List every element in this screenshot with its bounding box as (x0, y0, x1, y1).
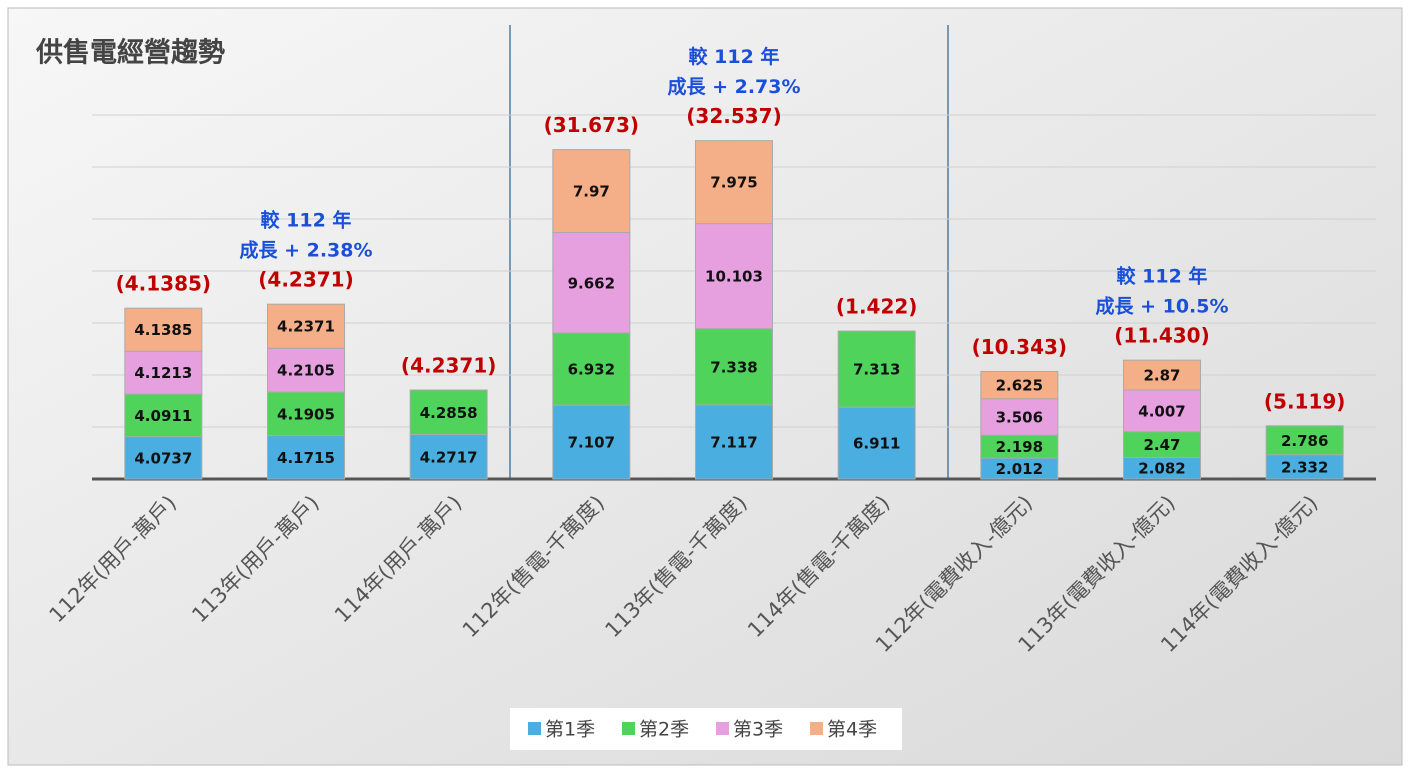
total-label: (4.2371) (258, 268, 353, 292)
total-label: (10.343) (972, 335, 1067, 359)
legend-box (510, 708, 902, 750)
data-label: 4.1385 (134, 321, 192, 339)
total-label: (1.422) (836, 295, 918, 319)
bar-segment (695, 223, 773, 330)
total-label: (4.1385) (116, 272, 211, 296)
data-label: 7.117 (710, 433, 757, 451)
growth-label: 較 112 年 (1117, 265, 1208, 288)
bar-segment (695, 140, 773, 225)
bar-segment (695, 328, 773, 406)
data-label: 7.313 (853, 361, 900, 379)
data-label: 4.2858 (420, 404, 478, 422)
data-label: 7.975 (710, 174, 757, 192)
chart-title: 供售電經營趨勢 (35, 37, 225, 69)
data-label: 7.97 (573, 183, 610, 201)
data-label: 4.007 (1138, 402, 1185, 420)
total-label: (31.673) (544, 113, 639, 137)
growth-label: 成長 + 2.73% (667, 75, 800, 98)
bar-segment (267, 391, 345, 437)
bar-segment (124, 307, 203, 352)
data-label: 4.1715 (277, 449, 335, 467)
total-label: (11.430) (1114, 324, 1209, 348)
bar-segment (1265, 454, 1344, 480)
bar-segment (409, 389, 488, 436)
bar-segment (552, 149, 631, 234)
bar-segment (267, 303, 345, 349)
growth-label: 較 112 年 (261, 209, 352, 232)
total-label: (32.537) (686, 104, 781, 128)
legend: 第1季 第2季 第3季 第4季 (528, 719, 877, 741)
growth-label: 較 112 年 (689, 45, 780, 68)
bar-segment (409, 434, 488, 480)
data-label: 2.625 (996, 377, 1043, 395)
legend-swatch (528, 722, 541, 735)
data-label: 7.107 (568, 434, 615, 452)
data-label: 6.911 (853, 435, 900, 453)
data-label: 4.1905 (277, 405, 335, 423)
data-label: 3.506 (996, 408, 1043, 426)
bar-segment (552, 332, 631, 406)
data-label: 4.0737 (134, 449, 192, 467)
total-label: (4.2371) (401, 354, 496, 378)
legend-swatch (622, 722, 635, 735)
data-label: 4.2371 (277, 318, 335, 336)
data-label: 7.338 (710, 358, 757, 376)
legend-label: 第2季 (639, 719, 689, 741)
growth-label: 成長 + 2.38% (239, 239, 372, 262)
data-label: 9.662 (568, 274, 615, 292)
bar-segment (1123, 389, 1201, 433)
data-label: 2.332 (1281, 458, 1328, 476)
legend-label: 第3季 (733, 719, 783, 741)
data-label: 10.103 (705, 268, 763, 286)
data-label: 4.0911 (134, 407, 192, 425)
bar-segment (837, 330, 916, 408)
bar-segment (124, 436, 203, 480)
growth-label: 成長 + 10.5% (1095, 295, 1228, 318)
data-label: 2.082 (1138, 460, 1185, 478)
legend-label: 第1季 (545, 719, 595, 741)
data-label: 4.2105 (277, 362, 335, 380)
bar-segment (980, 370, 1059, 400)
data-label: 4.2717 (420, 448, 478, 466)
bar-segment (552, 232, 631, 334)
bar-segment (1123, 359, 1201, 391)
bar-segment (837, 406, 916, 480)
legend-swatch (716, 722, 729, 735)
data-label: 2.87 (1143, 367, 1180, 385)
legend-label: 第4季 (827, 719, 877, 741)
data-label: 4.1213 (134, 364, 192, 382)
bar-segment (267, 435, 345, 480)
bar-segment (124, 350, 203, 395)
bar-segment (267, 347, 345, 393)
data-label: 6.932 (568, 361, 615, 379)
bar-segment (1265, 425, 1344, 456)
legend-swatch (810, 722, 823, 735)
data-label: 2.198 (996, 438, 1043, 456)
total-label: (5.119) (1264, 389, 1346, 413)
data-label: 2.012 (996, 460, 1043, 478)
bar-segment (695, 404, 773, 480)
data-label: 2.47 (1143, 436, 1180, 454)
bar-segment (552, 404, 631, 480)
data-label: 2.786 (1281, 432, 1328, 450)
